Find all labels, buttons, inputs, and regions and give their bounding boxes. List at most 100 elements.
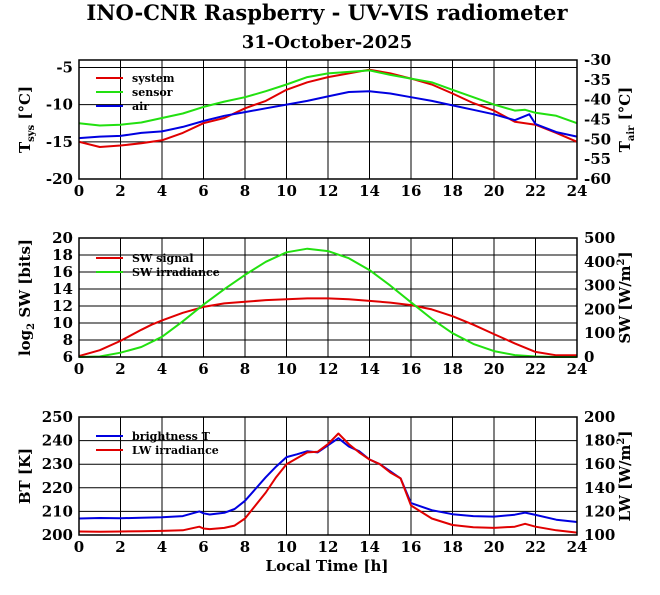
y-axis-label-right-main: T <box>616 140 634 152</box>
x-tick-label: 6 <box>198 538 208 556</box>
y-axis-label-left-sub: sys <box>26 124 37 141</box>
x-tick-label: 14 <box>359 182 380 200</box>
y2-tick-label: 160 <box>584 455 615 473</box>
y-axis-label-left-unit: [°C] <box>16 86 34 125</box>
y2-tick-label: -40 <box>584 91 611 109</box>
y-tick-label: 10 <box>52 314 73 332</box>
x-tick-label: 20 <box>484 182 505 200</box>
y2-tick-label: -50 <box>584 130 611 148</box>
series-line-lw-irradiance <box>78 432 578 534</box>
y-axis-label-left: BT [K] <box>16 448 34 504</box>
y-tick-label: -15 <box>46 133 73 151</box>
x-tick-label: 0 <box>74 360 84 378</box>
y-tick-label: 12 <box>52 297 73 315</box>
x-tick-label: 4 <box>157 538 167 556</box>
x-tick-label: 22 <box>525 538 546 556</box>
y-tick-label: 6 <box>63 348 73 366</box>
y-tick-label: -5 <box>56 58 73 76</box>
x-tick-label: 4 <box>157 360 167 378</box>
series-line-air <box>78 90 578 140</box>
y-tick-label: 210 <box>42 502 73 520</box>
x-tick-label: 10 <box>276 538 297 556</box>
x-tick-label: 4 <box>157 182 167 200</box>
legend-label: brightness T <box>132 430 211 443</box>
y-axis-label-right-unit: ] <box>616 431 634 438</box>
x-tick-label: 12 <box>318 538 339 556</box>
y-tick-label: 14 <box>52 280 73 298</box>
y-axis-label-left-main: T <box>16 141 34 153</box>
legend-label: system <box>132 72 175 85</box>
y2-tick-label: 300 <box>584 277 615 295</box>
y2-tick-label: -45 <box>584 111 611 129</box>
legend-label: air <box>132 100 149 113</box>
y-axis-label-right: SW [W/m2] <box>616 251 634 343</box>
panel-temperature: 0 2 4 6 8 10 12 14 16 18 20 22 24-20-15-10-5-60-55-5… <box>16 51 637 200</box>
y2-tick-label: 200 <box>584 408 615 426</box>
plot-frame <box>78 237 578 358</box>
x-tick-label: 8 <box>240 538 250 556</box>
x-axis-label: Local Time [h] <box>266 557 389 575</box>
x-tick-label: 2 <box>115 360 125 378</box>
y-axis-label-left-sub: 2 <box>26 323 37 330</box>
legend-label: SW signal <box>132 252 194 265</box>
y-axis-label-left-unit: SW [bits] <box>16 239 34 323</box>
y2-tick-label: 140 <box>584 479 615 497</box>
y-tick-label: 240 <box>42 432 73 450</box>
y-axis-label-left: log2 SW [bits] <box>16 239 37 356</box>
x-tick-label: 12 <box>318 182 339 200</box>
x-tick-label: 12 <box>318 360 339 378</box>
y-axis-label-right: Tair [°C] <box>616 87 637 153</box>
y2-tick-label: 180 <box>584 432 615 450</box>
y-axis-label-right-main: SW [W/m <box>616 265 634 343</box>
y2-tick-label: -30 <box>584 51 611 69</box>
y2-tick-label: 500 <box>584 229 615 247</box>
panel-shortwave: 0 2 4 6 8 10 12 14 16 18 20 22 246810121416182001002… <box>16 229 634 378</box>
y-tick-label: -10 <box>46 96 73 114</box>
series-line-sw-signal <box>78 297 577 358</box>
y-tick-label: 18 <box>52 246 73 264</box>
y-tick-label: 200 <box>42 526 73 544</box>
series-line-sensor <box>78 69 578 127</box>
y-axis-label-right-unit: [°C] <box>616 87 634 126</box>
y2-tick-label: -60 <box>584 170 611 188</box>
x-tick-label: 6 <box>198 182 208 200</box>
y-axis-label-right-main: LW [W/m <box>616 444 634 521</box>
y2-tick-label: 0 <box>584 348 594 366</box>
y2-tick-label: 200 <box>584 300 615 318</box>
y-axis-label-right-sub: air <box>626 125 637 141</box>
y-axis-label-left-main: log <box>16 329 34 356</box>
x-tick-label: 10 <box>276 182 297 200</box>
y2-tick-label: 100 <box>584 526 615 544</box>
y2-tick-label: -35 <box>584 71 611 89</box>
legend-label: LW irradiance <box>132 444 219 457</box>
x-tick-label: 2 <box>115 538 125 556</box>
x-tick-label: 20 <box>484 360 505 378</box>
figure-title: INO-CNR Raspberry - UV-VIS radiometer <box>86 0 568 25</box>
x-tick-label: 6 <box>198 360 208 378</box>
y-tick-label: 230 <box>42 455 73 473</box>
y-axis-label-right-sup: 2 <box>616 258 627 265</box>
y-axis-label-right-unit: ] <box>616 251 634 258</box>
panel-longwave: 0 2 4 6 8 10 12 14 16 18 20 22 242002102202302402501… <box>16 408 634 556</box>
x-tick-label: 16 <box>401 360 422 378</box>
plot-frame <box>78 59 578 180</box>
series-line-sw-irradiance <box>78 247 577 358</box>
y-axis-label-right: LW [W/m2] <box>616 431 634 522</box>
y2-tick-label: -55 <box>584 150 611 168</box>
y-axis-label-right-sup: 2 <box>616 438 627 445</box>
y-tick-label: 20 <box>52 229 73 247</box>
x-tick-label: 14 <box>359 360 380 378</box>
y-tick-label: 220 <box>42 479 73 497</box>
y2-tick-label: 120 <box>584 502 615 520</box>
x-tick-label: 8 <box>240 360 250 378</box>
y-axis-label-left: Tsys [°C] <box>16 86 37 153</box>
x-tick-label: 18 <box>442 538 463 556</box>
legend-label: sensor <box>132 86 173 99</box>
x-tick-label: 20 <box>484 538 505 556</box>
y2-tick-label: 400 <box>584 253 615 271</box>
x-tick-label: 2 <box>115 182 125 200</box>
x-tick-label: 10 <box>276 360 297 378</box>
x-tick-label: 16 <box>401 538 422 556</box>
x-tick-label: 24 <box>567 538 588 556</box>
